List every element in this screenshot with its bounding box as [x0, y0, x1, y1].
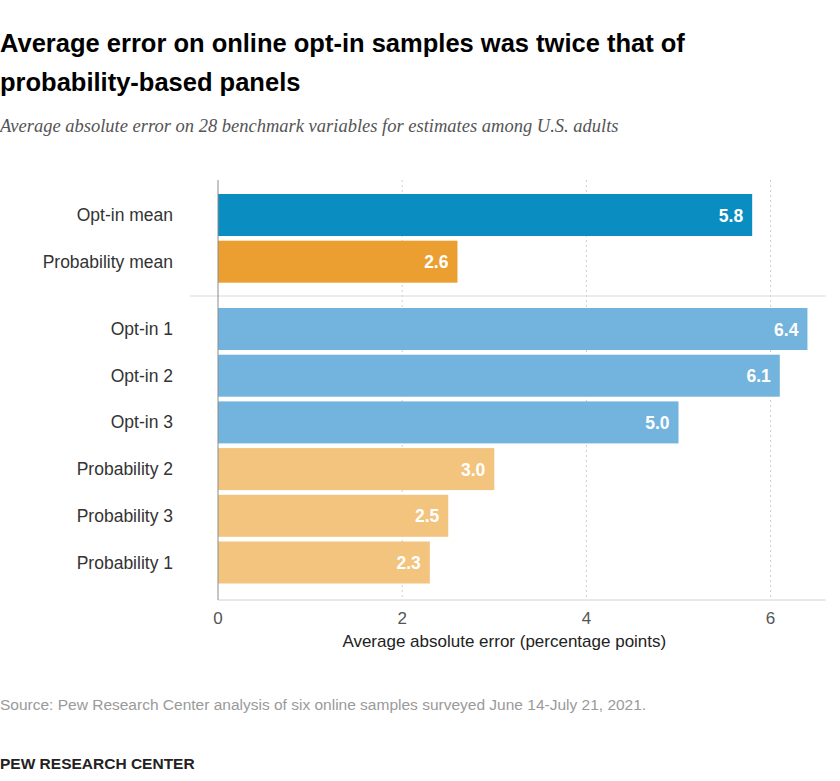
subtitle: Average absolute error on 28 benchmark v… [0, 114, 835, 138]
bar [218, 542, 430, 584]
source-note: Source: Pew Research Center analysis of … [0, 693, 800, 716]
bars [218, 194, 807, 584]
tick-label: 0 [213, 609, 222, 628]
category-label: Opt-in 2 [111, 366, 173, 386]
category-label: Probability 3 [77, 506, 173, 526]
bar [218, 448, 494, 490]
separator [190, 296, 826, 297]
bar [218, 355, 780, 397]
bar [218, 308, 807, 350]
data-label: 2.3 [397, 553, 422, 573]
data-label: 6.4 [774, 320, 799, 340]
data-label: 5.0 [645, 413, 670, 433]
bar [218, 401, 679, 443]
tick-label: 4 [582, 609, 591, 628]
bar [218, 194, 752, 236]
tick-label: 6 [766, 609, 775, 628]
category-label: Opt-in 3 [111, 412, 173, 432]
axis-title: Average absolute error (percentage point… [342, 632, 666, 651]
category-label: Opt-in mean [77, 205, 173, 225]
data-label: 2.6 [424, 252, 449, 272]
chart: Opt-in mean Probability mean Opt-in 1 Opt-i… [0, 0, 840, 781]
credit: PEW RESEARCH CENTER [0, 755, 195, 773]
category-label: Probability 1 [77, 553, 173, 573]
bar [218, 495, 448, 537]
tick-label: 2 [397, 609, 406, 628]
category-label: Probability mean [43, 252, 173, 272]
data-label: 5.8 [719, 206, 744, 226]
bar [218, 241, 457, 283]
data-label: 6.1 [746, 366, 771, 386]
category-label: Probability 2 [77, 459, 173, 479]
data-label: 3.0 [461, 460, 486, 480]
data-label: 2.5 [415, 506, 440, 526]
baseline [218, 180, 219, 600]
x-axis-line [218, 600, 826, 601]
category-label: Opt-in 1 [111, 319, 173, 339]
title: Average error on online opt-in samples w… [0, 24, 830, 102]
